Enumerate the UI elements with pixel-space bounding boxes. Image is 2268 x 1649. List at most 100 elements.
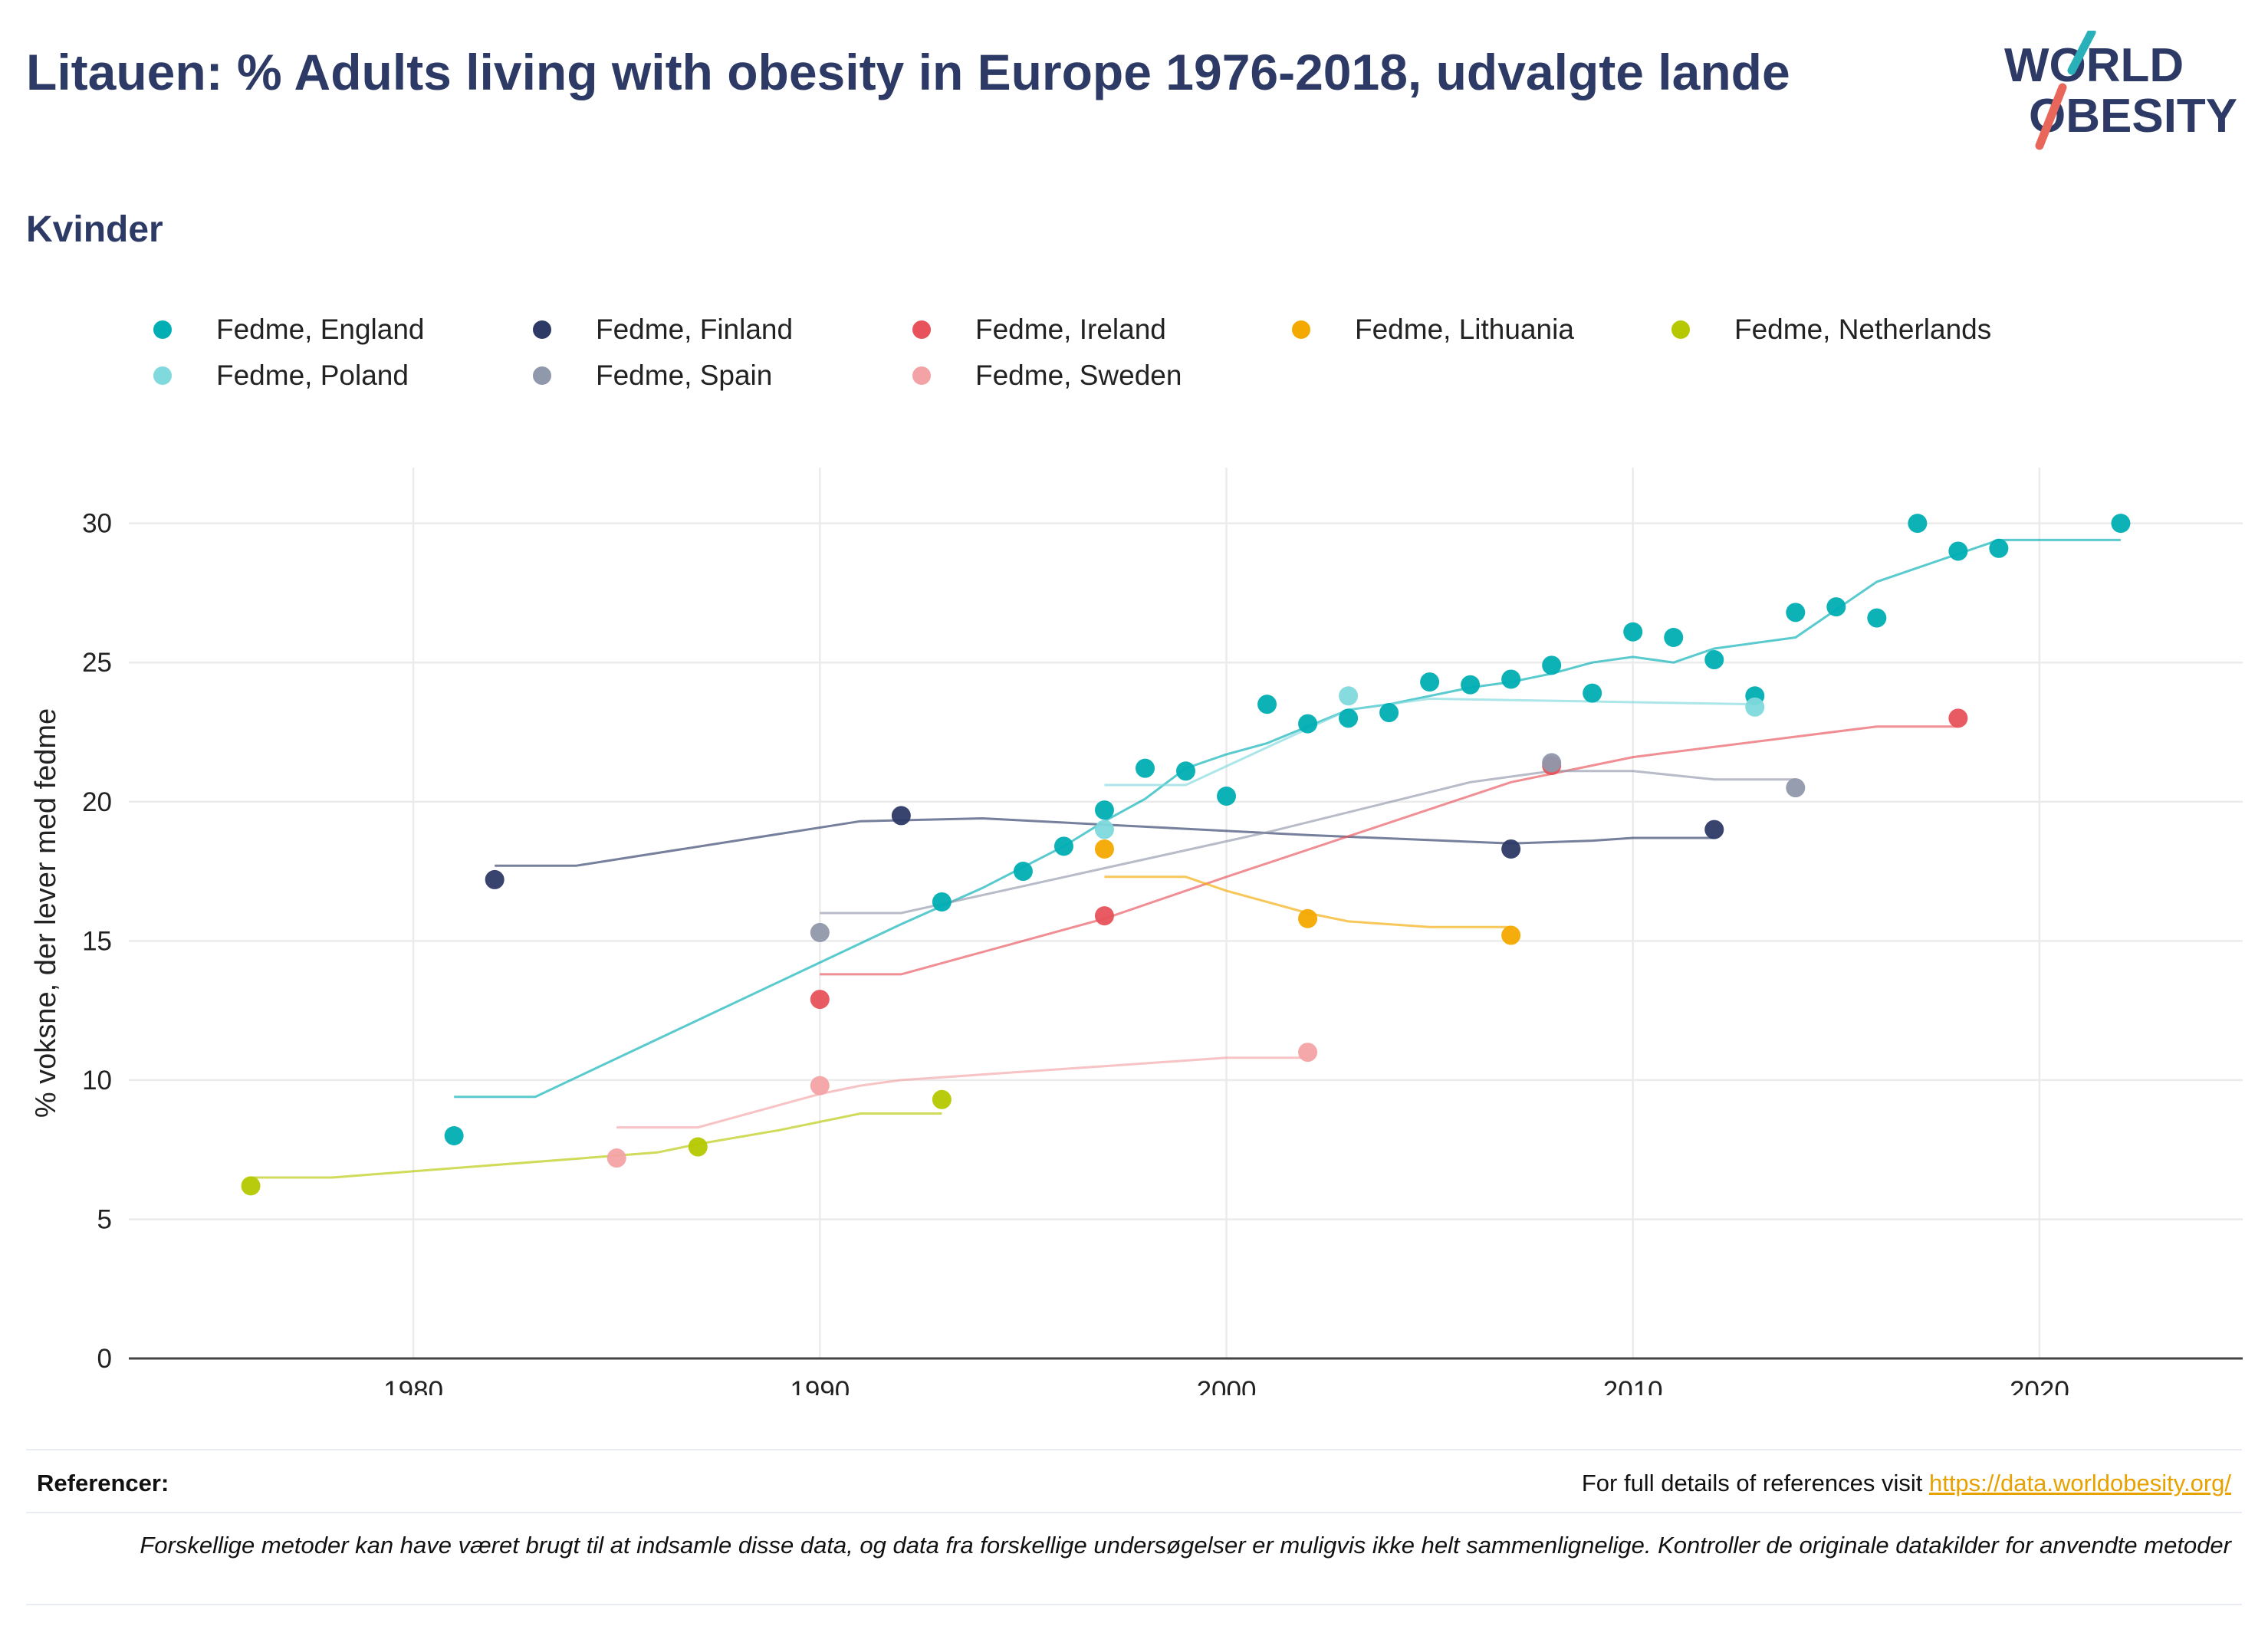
legend-item-5[interactable]: Fedme, Poland <box>153 353 409 399</box>
references-prefix: For full details of references visit <box>1581 1470 1929 1496</box>
data-point-s0-p4[interactable] <box>1094 800 1114 820</box>
legend-label: Fedme, Poland <box>216 360 409 391</box>
data-point-s0-p8[interactable] <box>1257 695 1277 714</box>
data-point-s0-p12[interactable] <box>1420 672 1440 692</box>
y-tick-label-3: 15 <box>82 926 112 956</box>
chart-grid <box>129 468 2243 1358</box>
data-point-s0-p2[interactable] <box>1013 862 1033 882</box>
data-point-s5-p1[interactable] <box>1339 686 1359 706</box>
page-title: Litauen: % Adults living with obesity in… <box>26 44 1790 100</box>
legend-label: Fedme, Ireland <box>975 314 1166 345</box>
logo-word-world: WORLD <box>2004 39 2184 92</box>
data-point-s5-p0[interactable] <box>1094 820 1114 839</box>
data-point-s0-p5[interactable] <box>1135 758 1155 778</box>
legend-label: Fedme, Spain <box>596 360 773 391</box>
data-point-s0-p18[interactable] <box>1664 628 1684 648</box>
legend-marker <box>153 366 172 385</box>
trend-line-4 <box>251 1112 942 1179</box>
data-point-s0-p21[interactable] <box>1786 603 1806 622</box>
data-point-s7-p1[interactable] <box>810 1076 830 1096</box>
data-point-s0-p22[interactable] <box>1826 597 1846 617</box>
data-point-s4-p0[interactable] <box>241 1176 261 1196</box>
data-point-s1-p3[interactable] <box>1704 820 1724 839</box>
x-tick-label-3: 2010 <box>1603 1376 1663 1395</box>
obesity-chart: 1980 1990 2000 2010 2020 0 5 10 15 20 25 30 % voksne… <box>30 468 2243 1395</box>
data-point-s3-p0[interactable] <box>1094 839 1114 859</box>
data-point-s1-p2[interactable] <box>1501 839 1521 859</box>
data-point-s2-p3[interactable] <box>1948 708 1968 728</box>
data-point-s3-p1[interactable] <box>1298 908 1318 928</box>
data-point-s7-p2[interactable] <box>1298 1043 1318 1063</box>
legend-item-2[interactable]: Fedme, Ireland <box>912 307 1166 353</box>
chart-legend: Fedme, England Fedme, Finland Fedme, Irela… <box>153 307 2224 399</box>
y-axis-title: % voksne, der lever med fedme <box>30 708 62 1118</box>
legend-item-6[interactable]: Fedme, Spain <box>533 353 772 399</box>
world-obesity-logo: WORLD OBESITY <box>2004 31 2237 150</box>
data-point-s6-p0[interactable] <box>810 922 830 942</box>
data-point-s0-p19[interactable] <box>1704 650 1724 670</box>
data-point-s7-p0[interactable] <box>606 1148 626 1168</box>
y-tick-label-1: 5 <box>97 1204 112 1234</box>
data-point-s0-p23[interactable] <box>1867 608 1887 628</box>
data-point-s0-p1[interactable] <box>932 892 952 912</box>
data-point-s0-p11[interactable] <box>1379 703 1399 723</box>
x-tick-label-0: 1980 <box>383 1376 443 1395</box>
data-points <box>241 514 2131 1196</box>
trend-line-6 <box>820 770 1796 915</box>
data-point-s0-p27[interactable] <box>2111 514 2131 534</box>
y-tick-label-0: 0 <box>97 1344 112 1374</box>
legend-label: Fedme, Lithuania <box>1355 314 1574 345</box>
x-tick-label-2: 2000 <box>1197 1376 1257 1395</box>
data-point-s0-p15[interactable] <box>1542 655 1562 675</box>
trend-line-7 <box>616 1056 1308 1129</box>
data-point-s1-p0[interactable] <box>485 869 505 889</box>
y-tick-label-4: 20 <box>82 787 112 817</box>
data-point-s0-p10[interactable] <box>1339 708 1359 728</box>
data-point-s6-p2[interactable] <box>1786 778 1806 798</box>
legend-marker <box>912 320 931 339</box>
footer-divider-middle <box>26 1512 2242 1513</box>
y-tick-label-5: 25 <box>82 648 112 678</box>
legend-item-7[interactable]: Fedme, Sweden <box>912 353 1182 399</box>
data-point-s4-p2[interactable] <box>932 1089 952 1109</box>
data-point-s0-p26[interactable] <box>1989 538 2009 558</box>
data-point-s0-p14[interactable] <box>1501 669 1521 689</box>
x-tick-label-4: 2020 <box>2010 1376 2069 1395</box>
data-point-s0-p24[interactable] <box>1908 514 1928 534</box>
data-point-s0-p3[interactable] <box>1053 836 1073 856</box>
data-point-s0-p17[interactable] <box>1623 622 1643 642</box>
legend-marker <box>153 320 172 339</box>
data-point-s3-p2[interactable] <box>1501 925 1521 945</box>
trend-lines <box>251 538 2121 1179</box>
legend-marker <box>1292 320 1310 339</box>
data-point-s1-p1[interactable] <box>891 806 911 826</box>
legend-item-4[interactable]: Fedme, Netherlands <box>1671 307 1991 353</box>
legend-item-3[interactable]: Fedme, Lithuania <box>1292 307 1574 353</box>
y-tick-label-6: 30 <box>82 509 112 539</box>
legend-item-1[interactable]: Fedme, Finland <box>533 307 793 353</box>
chart-axes: 1980 1990 2000 2010 2020 0 5 10 15 20 25 30 % voksne… <box>30 509 2243 1395</box>
x-tick-label-1: 1990 <box>790 1376 850 1395</box>
data-point-s0-p6[interactable] <box>1176 761 1195 781</box>
legend-item-0[interactable]: Fedme, England <box>153 307 425 353</box>
references-link[interactable]: https://data.worldobesity.org/ <box>1928 1470 2231 1496</box>
legend-label: Fedme, Finland <box>596 314 794 345</box>
data-point-s0-p13[interactable] <box>1461 675 1481 695</box>
logo-word-obesity: OBESITY <box>2029 90 2237 143</box>
logo-slash-top <box>2067 31 2096 75</box>
legend-marker <box>533 366 551 385</box>
data-point-s0-p9[interactable] <box>1298 714 1318 734</box>
data-point-s4-p1[interactable] <box>688 1137 708 1157</box>
data-point-s0-p25[interactable] <box>1948 541 1968 561</box>
data-point-s0-p16[interactable] <box>1583 683 1602 703</box>
data-point-s0-p0[interactable] <box>444 1126 464 1145</box>
methodology-note: Forskellige metoder kan have været brugt… <box>140 1532 2231 1559</box>
data-point-s6-p1[interactable] <box>1542 753 1562 773</box>
data-point-s2-p1[interactable] <box>1094 906 1114 926</box>
data-point-s5-p2[interactable] <box>1745 697 1765 717</box>
references-text: For full details of references visit htt… <box>1582 1470 2231 1497</box>
data-point-s2-p0[interactable] <box>810 990 830 1010</box>
legend-marker <box>533 320 551 339</box>
trend-line-1 <box>495 816 1714 867</box>
data-point-s0-p7[interactable] <box>1217 786 1237 806</box>
